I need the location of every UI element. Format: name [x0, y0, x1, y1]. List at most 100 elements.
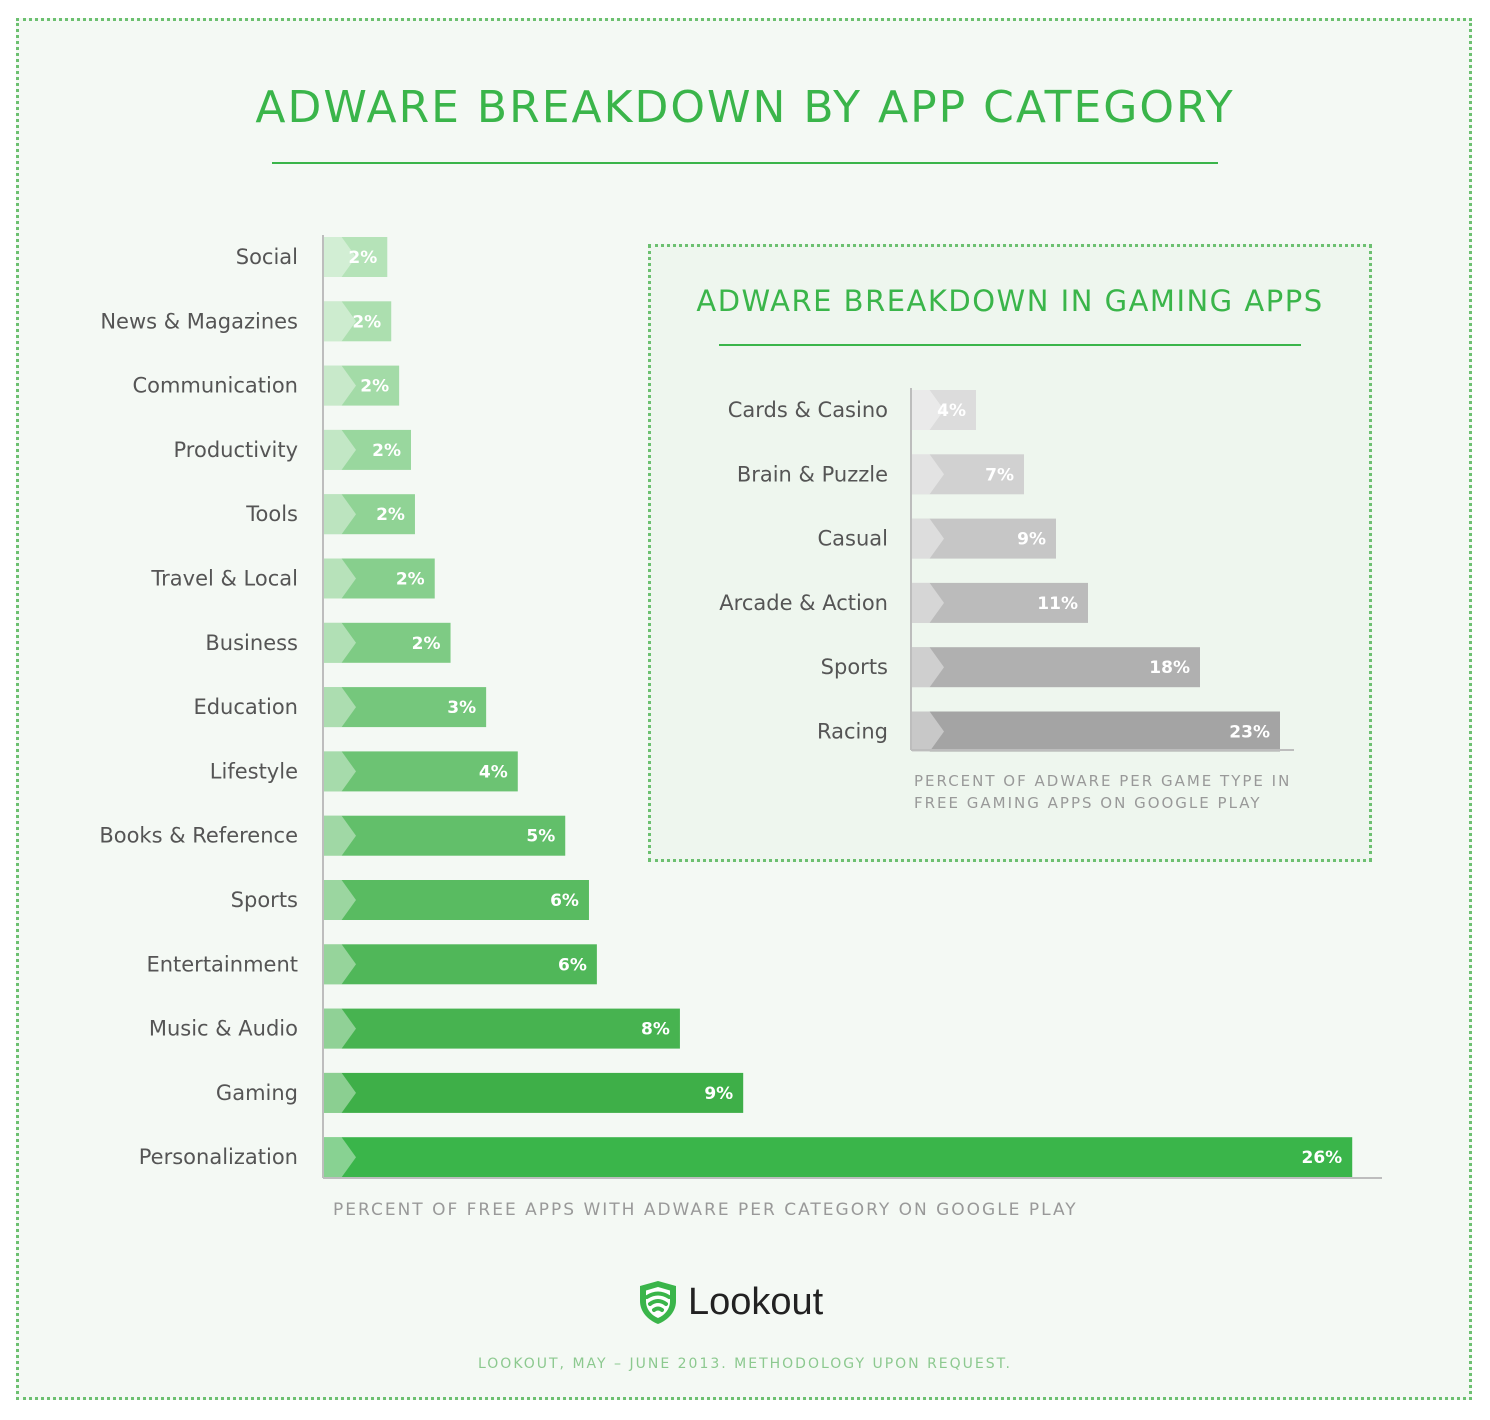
- category-label: Education: [193, 695, 298, 719]
- bar-chevron: [324, 429, 356, 470]
- bar: [912, 518, 1056, 559]
- bar: [324, 622, 451, 663]
- category-label: Arcade & Action: [719, 591, 888, 615]
- data-label: 2%: [372, 441, 401, 461]
- category-label: Cards & Casino: [728, 398, 888, 422]
- bar-chevron: [912, 582, 944, 623]
- category-label: Gaming: [216, 1081, 298, 1105]
- bar-chevron: [912, 390, 944, 430]
- category-label: Sports: [231, 888, 298, 912]
- category-label: Music & Audio: [149, 1017, 298, 1041]
- bar: [324, 558, 435, 599]
- main-title: ADWARE BREAKDOWN BY APP CATEGORY: [255, 82, 1235, 133]
- bar: [912, 711, 1280, 752]
- inset-caption-line-2: FREE GAMING APPS ON GOOGLE PLAY: [914, 794, 1262, 812]
- data-label: 2%: [360, 377, 389, 397]
- bar-chevron: [324, 558, 356, 599]
- bar: [912, 647, 1200, 688]
- source-note: LOOKOUT, MAY – JUNE 2013. METHODOLOGY UP…: [477, 1356, 1012, 1372]
- bar: [324, 365, 400, 406]
- data-label: 2%: [352, 312, 381, 332]
- bar-chevron: [912, 647, 944, 688]
- category-label: Social: [236, 245, 298, 269]
- bar: [324, 815, 566, 856]
- bar: [324, 1008, 680, 1049]
- brand-name: Lookout: [688, 1280, 824, 1323]
- data-label: 4%: [937, 401, 966, 421]
- category-label: Productivity: [174, 438, 299, 462]
- bar: [324, 687, 487, 728]
- data-label: 3%: [447, 698, 476, 718]
- data-label: 18%: [1149, 658, 1190, 678]
- category-label: Sports: [821, 655, 888, 679]
- bar-chevron: [912, 711, 944, 752]
- bar-chevron: [324, 751, 356, 792]
- data-label: 23%: [1229, 723, 1270, 743]
- main-chart-caption: PERCENT OF FREE APPS WITH ADWARE PER CAT…: [333, 1200, 1078, 1220]
- data-label: 2%: [396, 570, 425, 590]
- bar: [324, 751, 518, 792]
- data-label: 7%: [985, 465, 1014, 485]
- bar: [324, 301, 392, 342]
- category-label: Personalization: [139, 1145, 298, 1169]
- bar-chevron: [324, 301, 356, 342]
- inset-title-divider: [719, 344, 1301, 346]
- bar-chevron: [324, 494, 356, 535]
- bar: [324, 944, 597, 985]
- inset-title: ADWARE BREAKDOWN IN GAMING APPS: [696, 284, 1324, 318]
- data-label: 26%: [1302, 1148, 1343, 1168]
- data-label: 9%: [1017, 530, 1046, 550]
- bar-chevron: [324, 880, 356, 920]
- bar: [324, 237, 388, 277]
- category-label: Lifestyle: [210, 759, 298, 783]
- category-label: Travel & Local: [150, 567, 298, 591]
- data-label: 2%: [348, 248, 377, 268]
- bar-chevron: [324, 815, 356, 856]
- category-label: Casual: [818, 527, 889, 551]
- bar: [324, 429, 412, 470]
- bar: [324, 494, 415, 535]
- category-label: News & Magazines: [100, 309, 298, 333]
- bar-chevron: [324, 944, 356, 985]
- bar-chevron: [324, 1072, 356, 1113]
- data-label: 5%: [526, 827, 555, 847]
- shield-wifi-icon: [640, 1281, 676, 1324]
- data-label: 6%: [550, 891, 579, 911]
- data-label: 4%: [479, 762, 508, 782]
- data-label: 6%: [558, 955, 587, 975]
- inset-caption-line-1: PERCENT OF ADWARE PER GAME TYPE IN: [914, 772, 1292, 790]
- bar: [912, 390, 976, 430]
- category-label: Business: [205, 631, 298, 655]
- bar-chevron: [324, 237, 356, 277]
- lookout-logo: Lookout: [636, 1278, 823, 1326]
- bar-chevron: [324, 622, 356, 663]
- category-label: Tools: [245, 502, 298, 526]
- inset-chart-caption: PERCENT OF ADWARE PER GAME TYPE IN FREE …: [914, 770, 1334, 814]
- category-label: Books & Reference: [99, 824, 298, 848]
- gaming-bar-chart: Cards & Casino 4% Brain & Puzzle 7% Casual 9%…: [719, 388, 1294, 752]
- bar: [912, 454, 1024, 495]
- bar: [324, 880, 589, 920]
- bar-chevron: [324, 1137, 356, 1178]
- title-divider: [272, 162, 1218, 164]
- bar: [324, 1137, 1353, 1178]
- bar-chevron: [912, 518, 944, 559]
- data-label: 11%: [1037, 594, 1078, 614]
- bar: [324, 1072, 744, 1113]
- category-label: Racing: [817, 720, 888, 744]
- data-label: 2%: [376, 505, 405, 525]
- data-label: 9%: [704, 1084, 733, 1104]
- data-label: 8%: [641, 1020, 670, 1040]
- category-label: Communication: [132, 374, 298, 398]
- bar-chevron: [324, 365, 356, 406]
- category-bar-chart: Social 2% News & Magazines 2% Communication 2…: [99, 235, 1382, 1179]
- category-label: Brain & Puzzle: [737, 462, 888, 486]
- bar: [912, 582, 1088, 623]
- bar-chevron: [912, 454, 944, 495]
- category-label: Entertainment: [146, 952, 298, 976]
- bar-chevron: [324, 1008, 356, 1049]
- bar-chevron: [324, 687, 356, 728]
- data-label: 2%: [412, 634, 441, 654]
